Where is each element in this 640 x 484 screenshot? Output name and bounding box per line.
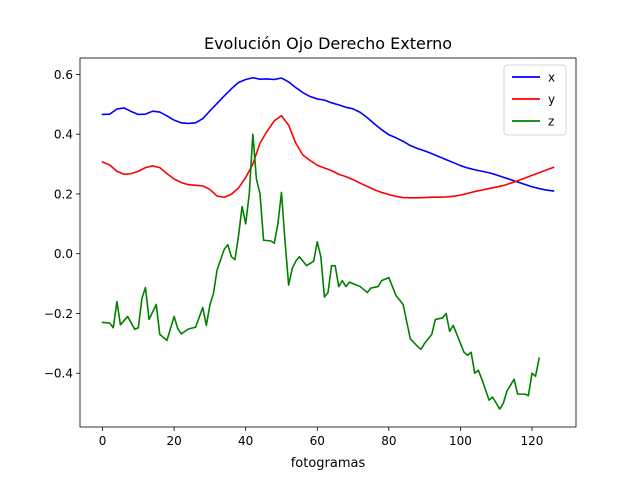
axes-frame	[79, 57, 577, 428]
series-line-x	[101, 76, 555, 192]
x-tick-label: 100	[449, 434, 472, 448]
y-tick-label: 0.4	[54, 128, 73, 142]
x-tick-label: 20	[166, 434, 181, 448]
plot-area	[101, 76, 555, 410]
series-line-y	[101, 114, 555, 199]
series-line-z	[101, 133, 541, 410]
y-tick-label: 0.6	[54, 68, 73, 82]
x-tick-label: 80	[381, 434, 396, 448]
y-tick-label: −0.2	[44, 307, 73, 321]
x-tick-label: 0	[99, 434, 107, 448]
chart-title: Evolución Ojo Derecho Externo	[204, 34, 452, 53]
x-axis-label: fotogramas	[291, 456, 366, 471]
x-tick-label: 60	[310, 434, 325, 448]
y-tick-label: −0.4	[44, 367, 73, 381]
x-tick-label: 120	[521, 434, 544, 448]
legend-label-x: x	[548, 71, 555, 85]
y-tick-label: 0.0	[54, 247, 73, 261]
x-tick-label: 40	[238, 434, 253, 448]
y-tick-label: 0.2	[54, 187, 73, 201]
legend-label-z: z	[548, 115, 554, 129]
legend-box	[503, 64, 567, 136]
legend: xyz	[503, 64, 567, 136]
legend-label-y: y	[548, 93, 555, 107]
